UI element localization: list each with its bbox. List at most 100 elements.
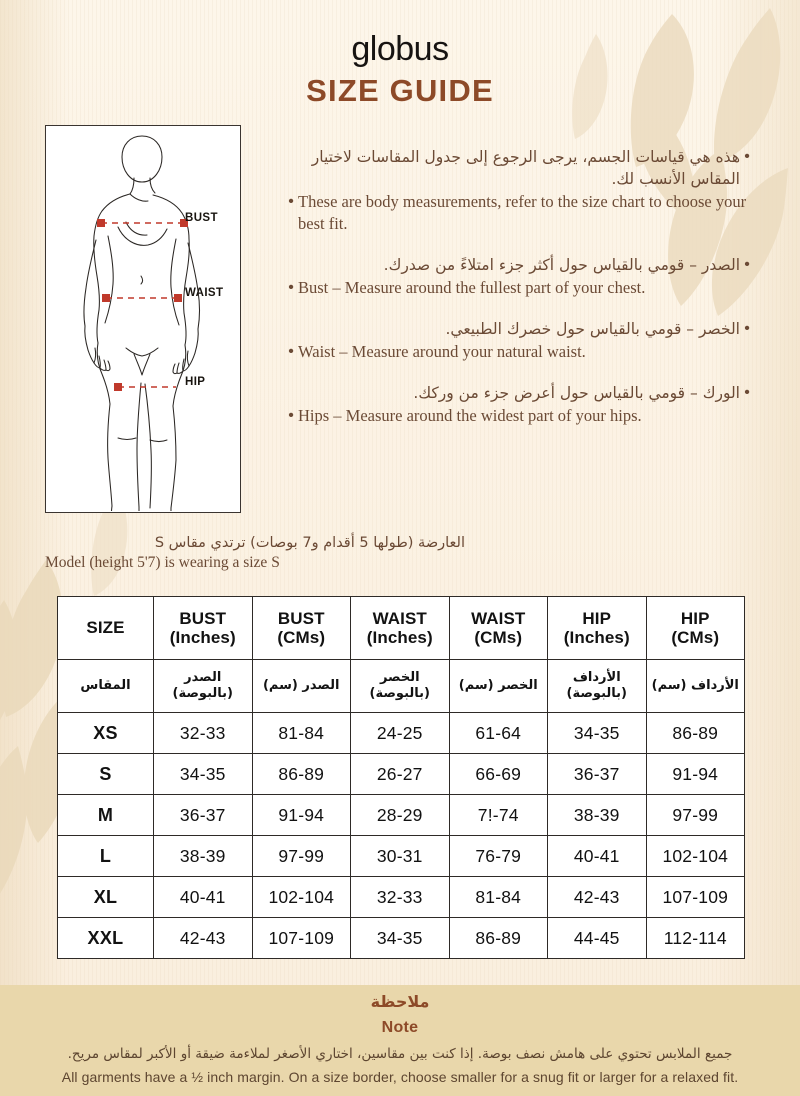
- cell-bust-cms: 86-89: [251, 753, 351, 795]
- cell-bust-inches: 32-33: [153, 712, 253, 754]
- cell-hip-cms: 86-89: [645, 712, 745, 754]
- bullet-text-english: Bust – Measure around the fullest part o…: [298, 277, 646, 297]
- bullet-text-english: Waist – Measure around your natural wais…: [298, 341, 586, 361]
- bullet-text-english: These are body measurements, refer to th…: [298, 192, 747, 233]
- column-header-hip-cms: HIP (CMs): [645, 596, 745, 660]
- cell-waist-inches: 24-25: [350, 712, 450, 754]
- bullet-dot-icon: •: [744, 255, 750, 273]
- cell-waist-cms: 61-64: [448, 712, 548, 754]
- cell-hip-cms: 112-114: [645, 917, 745, 959]
- table-header-row-english: SIZE BUST (Inches) BUST (CMs) WAIST (Inc…: [57, 596, 745, 660]
- bullet-dot-icon: •: [744, 148, 750, 165]
- brand-logo: globus: [351, 30, 449, 68]
- bullet-text-english: Hips – Measure around the widest part of…: [298, 405, 642, 425]
- bullet-dot-icon: •: [288, 342, 294, 360]
- model-caption-arabic: العارضة (طولها 5 أقدام و7 بوصات) ترتدي م…: [154, 535, 465, 551]
- cell-hip-inches: 38-39: [547, 794, 647, 836]
- hip-measurement-line: [114, 383, 176, 391]
- cell-hip-inches: 34-35: [547, 712, 647, 754]
- table-row: XL 40-41 102-104 32-33 81-84 42-43 107-1…: [57, 876, 745, 918]
- cell-bust-inches: 36-37: [153, 794, 253, 836]
- cell-waist-inches: 32-33: [350, 876, 450, 918]
- note-body-arabic: جميع الملابس تحتوي على هامش نصف بوصة. إذ…: [67, 1046, 733, 1062]
- bullet-row-english: • Bust – Measure around the fullest part…: [284, 277, 754, 299]
- page-title: SIZE GUIDE: [306, 73, 494, 108]
- column-header-waist-inches: WAIST (Inches): [350, 596, 450, 660]
- cell-size: XL: [57, 876, 154, 918]
- column-header-hip-inches: HIP (Inches): [547, 596, 647, 660]
- waist-measurement-line: [102, 294, 182, 302]
- cell-bust-inches: 34-35: [153, 753, 253, 795]
- table-row: M 36-37 91-94 28-29 7!-74 38-39 97-99: [57, 794, 745, 836]
- note-body-english: All garments have a ½ inch margin. On a …: [61, 1069, 739, 1085]
- cell-waist-inches: 26-27: [350, 753, 450, 795]
- model-caption: العارضة (طولها 5 أقدام و7 بوصات) ترتدي م…: [45, 534, 465, 573]
- cell-hip-cms: 91-94: [645, 753, 745, 795]
- bullet-dot-icon: •: [288, 406, 294, 424]
- cell-bust-cms: 102-104: [251, 876, 351, 918]
- instruction-group-bust: • الصدر – قومي بالقياس حول أكثر جزء امتل…: [284, 254, 754, 299]
- model-caption-english: Model (height 5'7) is wearing a size S: [45, 553, 280, 571]
- cell-size: M: [57, 794, 154, 836]
- note-title-english: Note: [381, 1019, 419, 1036]
- bullet-dot-icon: •: [288, 193, 294, 210]
- cell-waist-cms: 66-69: [448, 753, 548, 795]
- column-header-waist-inches-arabic: الخصر (بالبوصة): [350, 659, 450, 713]
- cell-size: S: [57, 753, 154, 795]
- cell-hip-inches: 36-37: [547, 753, 647, 795]
- bullet-row-english: • Waist – Measure around your natural wa…: [284, 341, 754, 363]
- cell-hip-cms: 107-109: [645, 876, 745, 918]
- cell-bust-cms: 97-99: [251, 835, 351, 877]
- cell-hip-inches: 40-41: [547, 835, 647, 877]
- bust-measurement-line: [97, 219, 188, 227]
- cell-bust-cms: 107-109: [251, 917, 351, 959]
- note-title-arabic: ملاحظة: [370, 992, 430, 1011]
- column-header-hip-cms-arabic: الأرداف (سم): [645, 659, 745, 713]
- cell-waist-cms: 86-89: [448, 917, 548, 959]
- bust-label: BUST: [185, 212, 218, 224]
- table-row: L 38-39 97-99 30-31 76-79 40-41 102-104: [57, 835, 745, 877]
- bullet-row-arabic: • الخصر – قومي بالقياس حول خصرك الطبيعي.: [284, 318, 754, 340]
- column-header-bust-inches: BUST (Inches): [153, 596, 253, 660]
- bullet-row-english: • These are body measurements, refer to …: [284, 191, 754, 235]
- column-header-size-arabic: المقاس: [57, 659, 154, 713]
- table-row: XXL 42-43 107-109 34-35 86-89 44-45 112-…: [57, 917, 745, 959]
- cell-hip-cms: 97-99: [645, 794, 745, 836]
- cell-bust-inches: 42-43: [153, 917, 253, 959]
- column-header-bust-inches-arabic: الصدر (بالبوصة): [153, 659, 253, 713]
- cell-bust-cms: 91-94: [251, 794, 351, 836]
- cell-size: L: [57, 835, 154, 877]
- cell-waist-inches: 30-31: [350, 835, 450, 877]
- table-row: XS 32-33 81-84 24-25 61-64 34-35 86-89: [57, 712, 745, 754]
- cell-bust-cms: 81-84: [251, 712, 351, 754]
- waist-label: WAIST: [185, 287, 224, 299]
- column-header-waist-cms: WAIST (CMs): [448, 596, 548, 660]
- column-header-hip-inches-arabic: الأرداف (بالبوصة): [547, 659, 647, 713]
- cell-hip-inches: 44-45: [547, 917, 647, 959]
- cell-size: XS: [57, 712, 154, 754]
- instruction-group-hips: • الورك – قومي بالقياس حول أعرض جزء من و…: [284, 382, 754, 427]
- cell-size: XXL: [57, 917, 154, 959]
- size-chart-table: SIZE BUST (Inches) BUST (CMs) WAIST (Inc…: [57, 596, 745, 959]
- cell-waist-cms: 76-79: [448, 835, 548, 877]
- model-figure-panel: BUST WAIST HIP: [45, 125, 241, 513]
- bullet-text-arabic: هذه هي قياسات الجسم، يرجى الرجوع إلى جدو…: [311, 148, 740, 188]
- bullet-row-arabic: • هذه هي قياسات الجسم، يرجى الرجوع إلى ج…: [284, 146, 754, 190]
- cell-hip-cms: 102-104: [645, 835, 745, 877]
- instruction-group-waist: • الخصر – قومي بالقياس حول خصرك الطبيعي.…: [284, 318, 754, 363]
- table-row: S 34-35 86-89 26-27 66-69 36-37 91-94: [57, 753, 745, 795]
- instruction-group-general: • هذه هي قياسات الجسم، يرجى الرجوع إلى ج…: [284, 146, 754, 235]
- bullet-text-arabic: الصدر – قومي بالقياس حول أكثر جزء امتلاء…: [383, 255, 740, 274]
- column-header-bust-cms-arabic: الصدر (سم): [251, 659, 351, 713]
- table-header-row-arabic: المقاس الصدر (بالبوصة) الصدر (سم) الخصر …: [57, 659, 745, 713]
- cell-hip-inches: 42-43: [547, 876, 647, 918]
- cell-waist-inches: 28-29: [350, 794, 450, 836]
- bullet-dot-icon: •: [744, 319, 750, 337]
- bullet-row-arabic: • الورك – قومي بالقياس حول أعرض جزء من و…: [284, 382, 754, 404]
- bullet-row-arabic: • الصدر – قومي بالقياس حول أكثر جزء امتل…: [284, 254, 754, 276]
- cell-waist-inches: 34-35: [350, 917, 450, 959]
- bullet-text-arabic: الخصر – قومي بالقياس حول خصرك الطبيعي.: [445, 319, 740, 338]
- bullet-text-arabic: الورك – قومي بالقياس حول أعرض جزء من ورك…: [413, 383, 740, 402]
- cell-waist-cms: 7!-74: [448, 794, 548, 836]
